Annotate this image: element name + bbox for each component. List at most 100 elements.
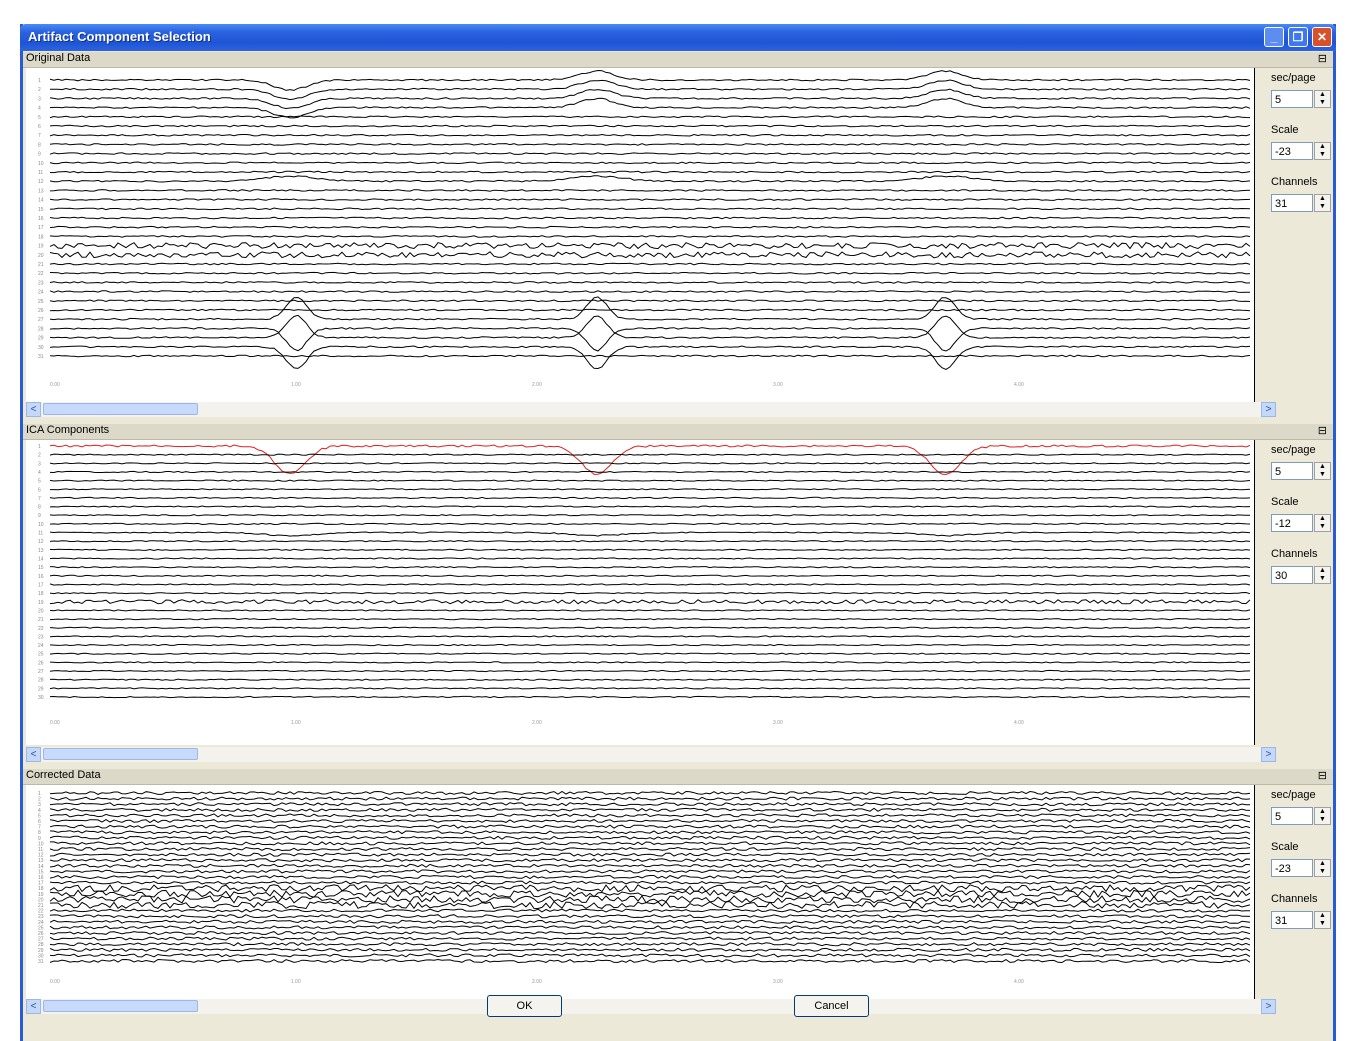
channels-spinner[interactable]: 30 ▲ ▼ (1271, 566, 1333, 586)
channel-trace (49, 175, 1251, 183)
channel-number: 24 (38, 290, 44, 296)
sec-per-page-field[interactable]: 5 (1271, 807, 1313, 825)
scale-spinner[interactable]: -12 ▲ ▼ (1271, 514, 1333, 534)
scroll-thumb[interactable] (43, 748, 198, 760)
eeg-plot[interactable]: 1 2 3 4 5 6 7 8 9 10 11 12 13 14 15 16 17 18 19 20 21 22 23 24 2… (26, 68, 1255, 402)
channel-number: 7 (38, 825, 41, 831)
minimize-button[interactable]: _ (1264, 27, 1284, 47)
scale-field[interactable]: -23 (1271, 142, 1313, 160)
scroll-right-icon[interactable]: > (1261, 999, 1276, 1014)
channel-number: 27 (38, 937, 44, 943)
spin-arrows-icon[interactable]: ▲ ▼ (1314, 462, 1331, 480)
channel-number: 3 (38, 461, 41, 467)
channel-number: 18 (38, 591, 44, 597)
scale-field[interactable]: -12 (1271, 514, 1313, 532)
channel-number: 12 (38, 853, 44, 859)
spin-arrows-icon[interactable]: ▲ ▼ (1314, 859, 1331, 877)
channel-trace (49, 958, 1251, 964)
spin-arrows-icon[interactable]: ▲ ▼ (1314, 194, 1331, 212)
channel-trace (49, 947, 1251, 952)
channel-number: 10 (38, 522, 44, 528)
channel-number: 28 (38, 678, 44, 684)
panel-collapse-icon[interactable]: ⊟ (1317, 425, 1327, 437)
channel-number: 28 (38, 942, 44, 948)
spin-arrows-icon[interactable]: ▲ ▼ (1314, 514, 1331, 532)
channel-number: 8 (38, 830, 41, 836)
scroll-right-icon[interactable]: > (1261, 747, 1276, 762)
panel-collapse-icon[interactable]: ⊟ (1317, 53, 1327, 65)
scroll-left-icon[interactable]: < (26, 747, 41, 762)
channels-field[interactable]: 31 (1271, 194, 1313, 212)
spin-arrows-icon[interactable]: ▲ ▼ (1314, 90, 1331, 108)
sec-per-page-spinner[interactable]: 5 ▲ ▼ (1271, 90, 1333, 110)
horizontal-scrollbar[interactable]: < > (26, 999, 1276, 1014)
spin-arrows-icon[interactable]: ▲ ▼ (1314, 911, 1331, 929)
channel-trace (49, 919, 1251, 924)
restore-button[interactable]: ❐ (1288, 27, 1308, 47)
channel-number: 14 (38, 198, 44, 204)
channel-trace (49, 813, 1251, 818)
channel-number: 1 (38, 444, 41, 450)
scroll-left-icon[interactable]: < (26, 402, 41, 417)
channel-trace (49, 314, 1251, 339)
channel-number: 19 (38, 244, 44, 250)
channel-trace (49, 548, 1251, 552)
channel-number: 5 (38, 115, 41, 121)
sec-per-page-spinner[interactable]: 5 ▲ ▼ (1271, 807, 1333, 827)
channel-trace (49, 617, 1251, 621)
ok-button[interactable]: OK (487, 995, 562, 1017)
horizontal-scrollbar[interactable]: < > (26, 402, 1276, 417)
scroll-thumb[interactable] (43, 403, 198, 415)
channel-number: 13 (38, 858, 44, 864)
channel-trace (49, 880, 1251, 885)
channel-trace (49, 444, 1251, 476)
close-button[interactable]: ✕ (1312, 27, 1332, 47)
sec-per-page-spinner[interactable]: 5 ▲ ▼ (1271, 462, 1333, 482)
channel-number: 20 (38, 253, 44, 259)
sec-per-page-field[interactable]: 5 (1271, 90, 1313, 108)
spin-arrows-icon[interactable]: ▲ ▼ (1314, 807, 1331, 825)
channel-number: 22 (38, 271, 44, 277)
spin-arrows-icon[interactable]: ▲ ▼ (1314, 142, 1331, 160)
channel-trace (49, 462, 1251, 465)
channel-number: 29 (38, 686, 44, 692)
channels-spinner[interactable]: 31 ▲ ▼ (1271, 194, 1333, 214)
channel-trace (49, 198, 1251, 201)
sec-per-page-field[interactable]: 5 (1271, 462, 1313, 480)
time-tick-label: 0.00 (50, 382, 60, 388)
channel-trace (49, 863, 1251, 868)
eeg-plot[interactable]: 1 2 3 4 5 6 7 8 9 10 11 12 13 14 15 16 17 18 19 20 21 22 23 24 2… (26, 785, 1255, 999)
channel-number: 18 (38, 886, 44, 892)
scale-field[interactable]: -23 (1271, 859, 1313, 877)
channel-number: 11 (38, 847, 43, 853)
channels-label: Channels (1271, 893, 1318, 905)
channel-number: 28 (38, 326, 44, 332)
sec-per-page-label: sec/page (1271, 444, 1316, 456)
channel-number: 10 (38, 161, 44, 167)
time-tick-label: 3.00 (773, 720, 783, 726)
channels-field[interactable]: 31 (1271, 911, 1313, 929)
scroll-thumb[interactable] (43, 1000, 198, 1012)
scroll-left-icon[interactable]: < (26, 999, 41, 1014)
cancel-button[interactable]: Cancel (794, 995, 869, 1017)
spin-arrows-icon[interactable]: ▲ ▼ (1314, 566, 1331, 584)
channel-number: 31 (38, 959, 44, 965)
channel-number: 23 (38, 634, 44, 640)
scale-spinner[interactable]: -23 ▲ ▼ (1271, 859, 1333, 879)
channel-number: 5 (38, 813, 41, 819)
channels-spinner[interactable]: 31 ▲ ▼ (1271, 911, 1333, 931)
channel-number: 15 (38, 565, 44, 571)
channels-field[interactable]: 30 (1271, 566, 1313, 584)
channel-trace (49, 802, 1250, 807)
channel-number: 5 (38, 479, 41, 485)
panel-collapse-icon[interactable]: ⊟ (1317, 770, 1327, 782)
scroll-right-icon[interactable]: > (1261, 402, 1276, 417)
channel-number: 20 (38, 608, 44, 614)
trace-canvas: 1234567891011121314151617181920212223242… (38, 69, 1251, 388)
channel-number: 13 (38, 188, 44, 194)
horizontal-scrollbar[interactable]: < > (26, 747, 1276, 762)
scale-spinner[interactable]: -23 ▲ ▼ (1271, 142, 1333, 162)
component-plot[interactable]: 1 2 3 4 5 6 7 8 9 10 11 12 13 14 15 16 17 18 19 20 21 22 23 24 2… (26, 440, 1255, 745)
channel-trace (49, 807, 1251, 812)
channel-trace (49, 540, 1251, 543)
